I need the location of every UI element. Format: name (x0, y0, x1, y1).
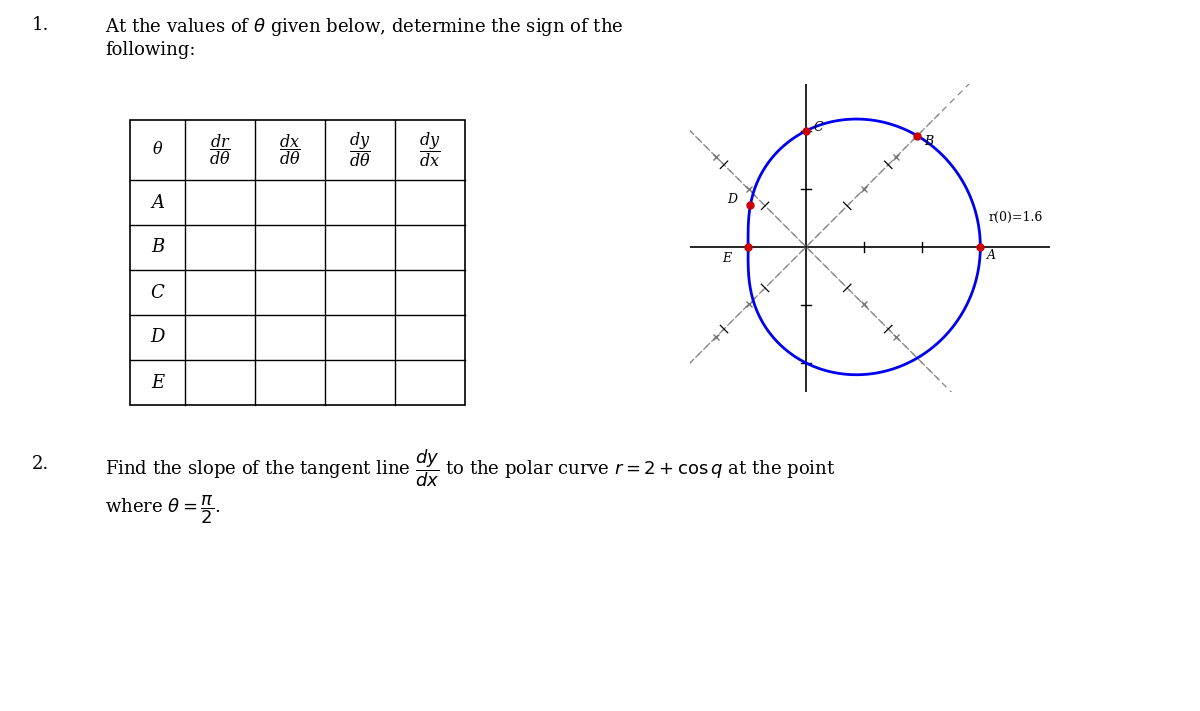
Text: Find the slope of the tangent line $\dfrac{dy}{dx}$ to the polar curve $r = 2 + : Find the slope of the tangent line $\dfr… (106, 447, 835, 488)
Text: D: D (727, 193, 737, 206)
Text: A: A (151, 193, 164, 211)
Text: C: C (814, 122, 823, 134)
Text: At the values of $\theta$ given below, determine the sign of the: At the values of $\theta$ given below, d… (106, 16, 623, 38)
Text: $\theta$: $\theta$ (152, 141, 163, 159)
Text: $\dfrac{dy}{d\theta}$: $\dfrac{dy}{d\theta}$ (349, 131, 371, 169)
Text: $\dfrac{dr}{d\theta}$: $\dfrac{dr}{d\theta}$ (209, 132, 230, 168)
Text: $\dfrac{dy}{dx}$: $\dfrac{dy}{dx}$ (419, 131, 440, 169)
Text: $\dfrac{dx}{d\theta}$: $\dfrac{dx}{d\theta}$ (280, 132, 301, 168)
Text: C: C (151, 284, 164, 301)
Text: E: E (151, 373, 164, 392)
Text: B: B (151, 238, 164, 257)
Text: 2.: 2. (32, 455, 49, 473)
Text: r(0)=1.6: r(0)=1.6 (989, 211, 1044, 225)
Text: B: B (924, 135, 934, 148)
Text: 1.: 1. (32, 16, 49, 34)
Text: following:: following: (106, 41, 196, 59)
Text: E: E (722, 252, 731, 265)
Text: D: D (150, 328, 164, 346)
Bar (130, 120, 466, 405)
Text: A: A (988, 249, 996, 262)
Text: where $\theta = \dfrac{\pi}{2}$.: where $\theta = \dfrac{\pi}{2}$. (106, 493, 221, 525)
